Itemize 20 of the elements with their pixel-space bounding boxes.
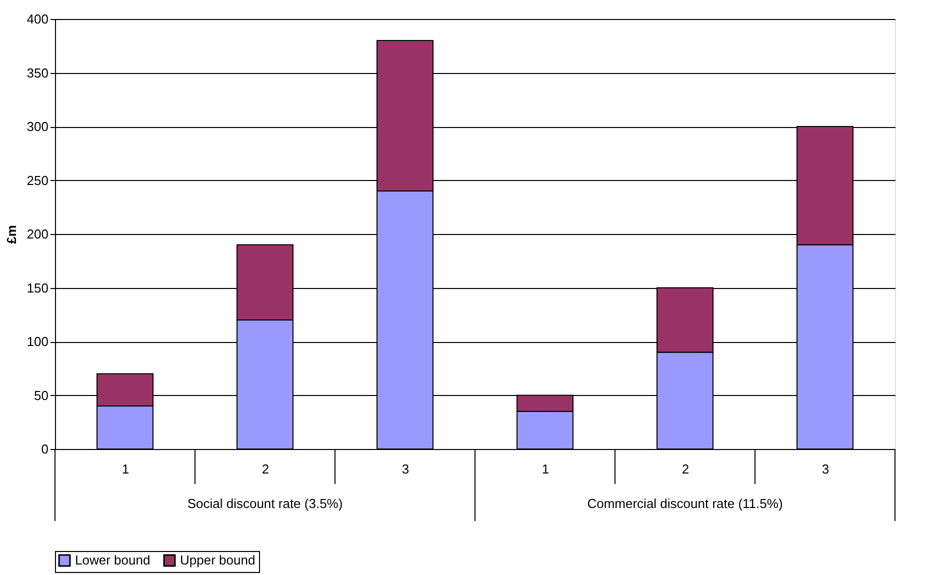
x-tick-label: 3 bbox=[402, 462, 410, 476]
y-tick-label: 0 bbox=[41, 442, 48, 456]
x-tick-label: 2 bbox=[682, 462, 690, 476]
y-tick-label: 250 bbox=[26, 172, 48, 188]
y-tick-label: 200 bbox=[26, 226, 48, 242]
legend-label: Upper bound bbox=[180, 552, 256, 568]
legend-label: Lower bound bbox=[75, 552, 150, 568]
x-tick-label: 2 bbox=[262, 462, 270, 476]
y-tick-label: 100 bbox=[26, 334, 48, 349]
y-tick-label: 300 bbox=[26, 119, 48, 134]
text: Social discount rate (3.5%) bbox=[187, 496, 343, 511]
x-tick-label: 3 bbox=[822, 462, 830, 476]
x-tick-label: 1 bbox=[122, 462, 130, 476]
y-tick-label: 350 bbox=[26, 65, 48, 80]
y-tick-label: 150 bbox=[26, 280, 48, 296]
text: Commercial discount rate (11.5%) bbox=[587, 496, 783, 511]
y-tick-label: 400 bbox=[26, 12, 48, 26]
y-tick-label: 50 bbox=[34, 388, 48, 403]
x-tick-label: 1 bbox=[542, 462, 550, 476]
y-axis-title: £m bbox=[4, 225, 19, 244]
